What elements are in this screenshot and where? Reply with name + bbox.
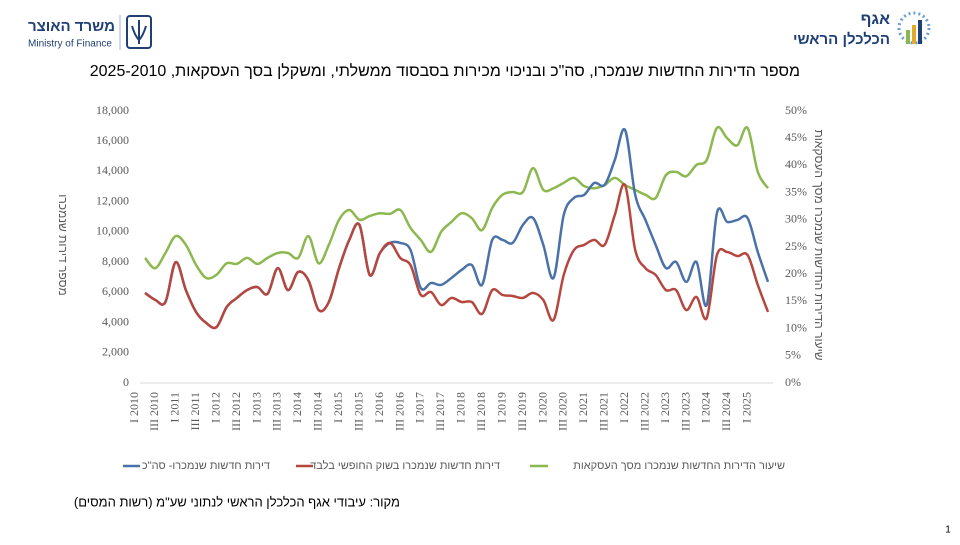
x-tick-label: III 2024: [719, 392, 733, 431]
y2-tick-label: 10%: [785, 320, 807, 334]
y-tick-label: 6,000: [102, 284, 129, 298]
dept-icon-bar: [912, 25, 916, 44]
x-tick-label: III 2010: [147, 392, 161, 431]
x-tick-label: III 2018: [474, 392, 488, 431]
chart-title: מספר הדירות החדשות שנמכרו, סה"כ ובניכוי …: [90, 62, 800, 80]
x-tick-label: III 2013: [270, 392, 284, 431]
y2-tick-label: 40%: [785, 157, 807, 171]
x-tick-label: I 2017: [413, 392, 427, 423]
x-tick-label: I 2021: [576, 392, 590, 423]
y2-tick-label: 35%: [785, 184, 807, 198]
x-tick-label: III 2012: [229, 392, 243, 431]
emblem: [126, 15, 152, 49]
y-tick-label: 14,000: [96, 163, 129, 177]
x-tick-label: I 2018: [454, 392, 468, 423]
x-tick-label: I 2020: [535, 392, 549, 423]
y2-tick-label: 20%: [785, 266, 807, 280]
x-tick-label: I 2025: [740, 392, 754, 423]
y2-tick-label: 0%: [785, 375, 801, 389]
x-tick-label: I 2023: [658, 392, 672, 423]
x-tick-label: III 2019: [515, 392, 529, 431]
dept-icon-bar: [918, 20, 922, 44]
y2-axis-label: שיעור הדירות החדשות שנמכרו מסך העסקאות: [812, 130, 826, 361]
legend-label: דירות חדשות שנמכרו בשוק החופשי בלבד: [310, 459, 500, 472]
y2-tick-label: 45%: [785, 130, 807, 144]
dept-icon-bar: [906, 30, 910, 44]
y2-tick-label: 25%: [785, 239, 807, 253]
ministry-name-en: Ministry of Finance: [28, 39, 112, 50]
x-tick-label: III 2023: [678, 392, 692, 431]
y-tick-label: 10,000: [96, 224, 129, 238]
series-line: [144, 125, 770, 280]
dept-icon-ring: [897, 11, 931, 45]
x-tick-label: III 2014: [311, 392, 325, 431]
y-tick-label: 12,000: [96, 193, 129, 207]
x-tick-label: III 2022: [637, 392, 651, 431]
legend-label: שיעור הדירות החדשות שנמכרו מסך העסקאות: [573, 460, 785, 472]
y2-tick-label: 30%: [785, 212, 807, 226]
dept-logo: אגף הכלכלן הראשי: [793, 11, 931, 48]
y-axis-label: מספר דירות שנמכרו: [56, 194, 70, 295]
page-number: 1: [945, 525, 951, 536]
x-tick-label: I 2014: [290, 392, 304, 423]
y2-tick-label: 5%: [785, 348, 801, 362]
y-tick-label: 8,000: [102, 254, 129, 268]
y-tick-label: 16,000: [96, 133, 129, 147]
legend-label: דירות חדשות שנמכרו- סה"כ: [142, 460, 270, 472]
y2-tick-label: 15%: [785, 293, 807, 307]
y2-tick-label: 50%: [785, 103, 807, 117]
x-tick-label: I 2024: [699, 392, 713, 423]
emblem-menorah: [131, 20, 147, 44]
x-tick-label: III 2015: [351, 392, 365, 431]
dept-name-2: הכלכלן הראשי: [793, 31, 890, 48]
x-tick-label: I 2022: [617, 392, 631, 423]
x-tick-label: I 2019: [494, 392, 508, 423]
dept-name-1: אגף: [861, 11, 890, 28]
source-note: מקור: עיבודי אגף הכלכלן הראשי לנתוני שע"…: [74, 494, 400, 509]
y-tick-label: 2,000: [102, 345, 129, 359]
x-tick-label: I 2012: [208, 392, 222, 423]
x-tick-label: III 2020: [556, 392, 570, 431]
y-tick-label: 0: [123, 375, 129, 389]
x-tick-label: I 2015: [331, 392, 345, 423]
y-tick-label: 4,000: [102, 314, 129, 328]
x-tick-label: I 2010: [127, 392, 141, 423]
x-tick-label: III 2017: [433, 392, 447, 431]
x-tick-label: III 2011: [188, 392, 202, 431]
x-tick-label: III 2016: [392, 392, 406, 431]
x-tick-label: I 2013: [249, 392, 263, 423]
x-tick-label: III 2021: [597, 392, 611, 431]
series-line: [144, 182, 770, 330]
y-tick-label: 18,000: [96, 103, 129, 117]
ministry-name-he: משרד האוצר: [28, 18, 115, 35]
ministry-logo: משרד האוצר Ministry of Finance: [28, 15, 152, 50]
x-tick-label: I 2016: [372, 392, 386, 423]
x-tick-label: I 2011: [168, 392, 182, 423]
